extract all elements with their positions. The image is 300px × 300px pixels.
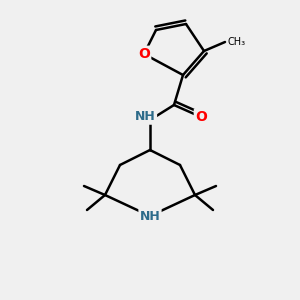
Text: O: O: [195, 110, 207, 124]
Text: O: O: [138, 47, 150, 61]
Text: NH: NH: [140, 209, 160, 223]
Text: NH: NH: [135, 110, 156, 124]
Text: CH₃: CH₃: [228, 37, 246, 47]
